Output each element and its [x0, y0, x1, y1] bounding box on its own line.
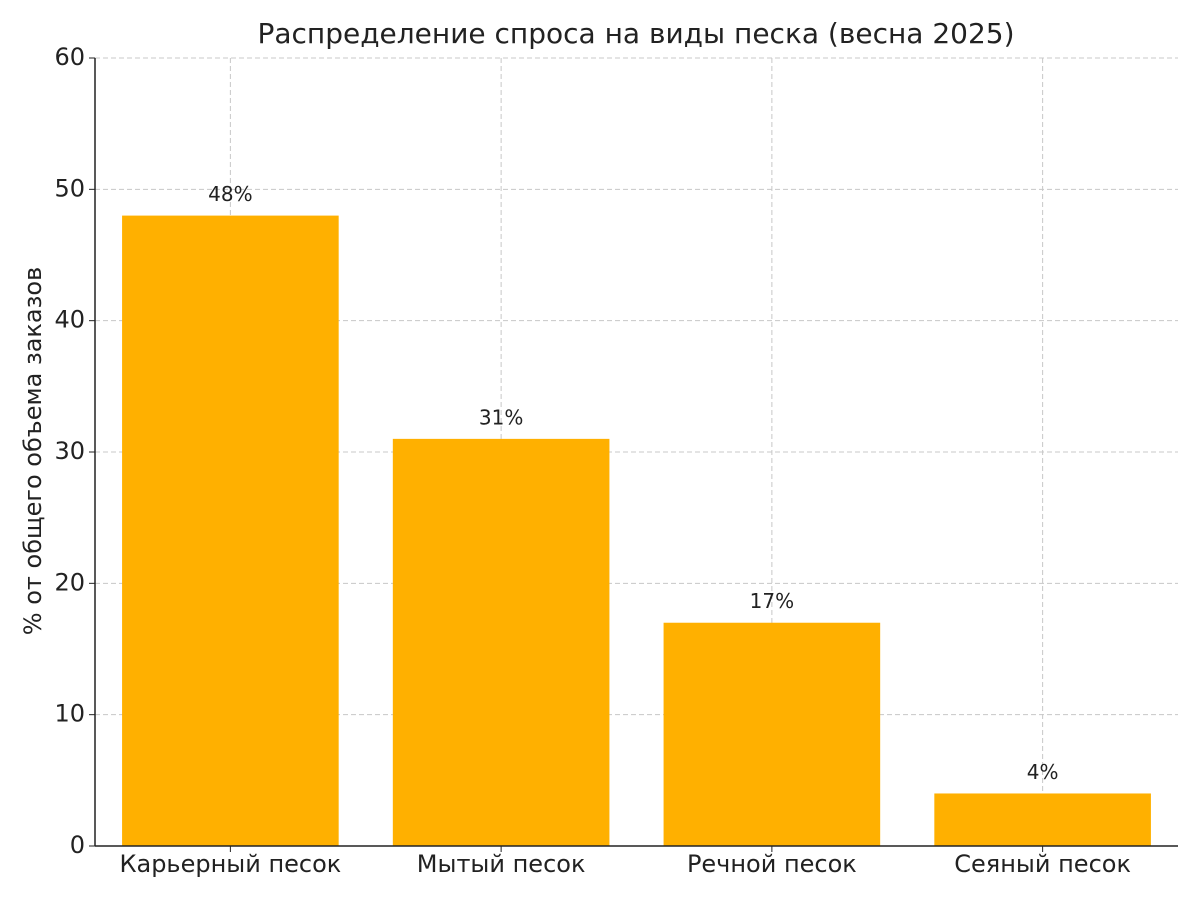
bar	[392, 438, 610, 846]
y-tick-label: 10	[54, 700, 85, 728]
value-label: 31%	[479, 405, 523, 429]
value-label: 17%	[750, 589, 794, 613]
x-tick-label: Речной песок	[687, 850, 857, 878]
bar	[934, 793, 1151, 846]
value-label: 48%	[208, 182, 252, 206]
chart-title: Распределение спроса на виды песка (весн…	[257, 17, 1014, 50]
y-tick-label: 30	[54, 437, 85, 465]
y-tick-label: 50	[54, 174, 85, 202]
y-tick-label: 20	[54, 568, 85, 596]
bar	[122, 215, 339, 847]
value-label: 4%	[1027, 760, 1059, 784]
x-tick-label: Карьерный песок	[119, 850, 341, 878]
y-tick-label: 60	[54, 43, 85, 71]
x-tick-label: Сеяный песок	[954, 850, 1131, 878]
bar	[663, 622, 881, 846]
x-tick-label: Мытый песок	[417, 850, 586, 878]
y-tick-label: 0	[70, 831, 85, 859]
y-tick-label: 40	[54, 306, 85, 334]
y-axis-label: % от общего объема заказов	[19, 267, 47, 635]
